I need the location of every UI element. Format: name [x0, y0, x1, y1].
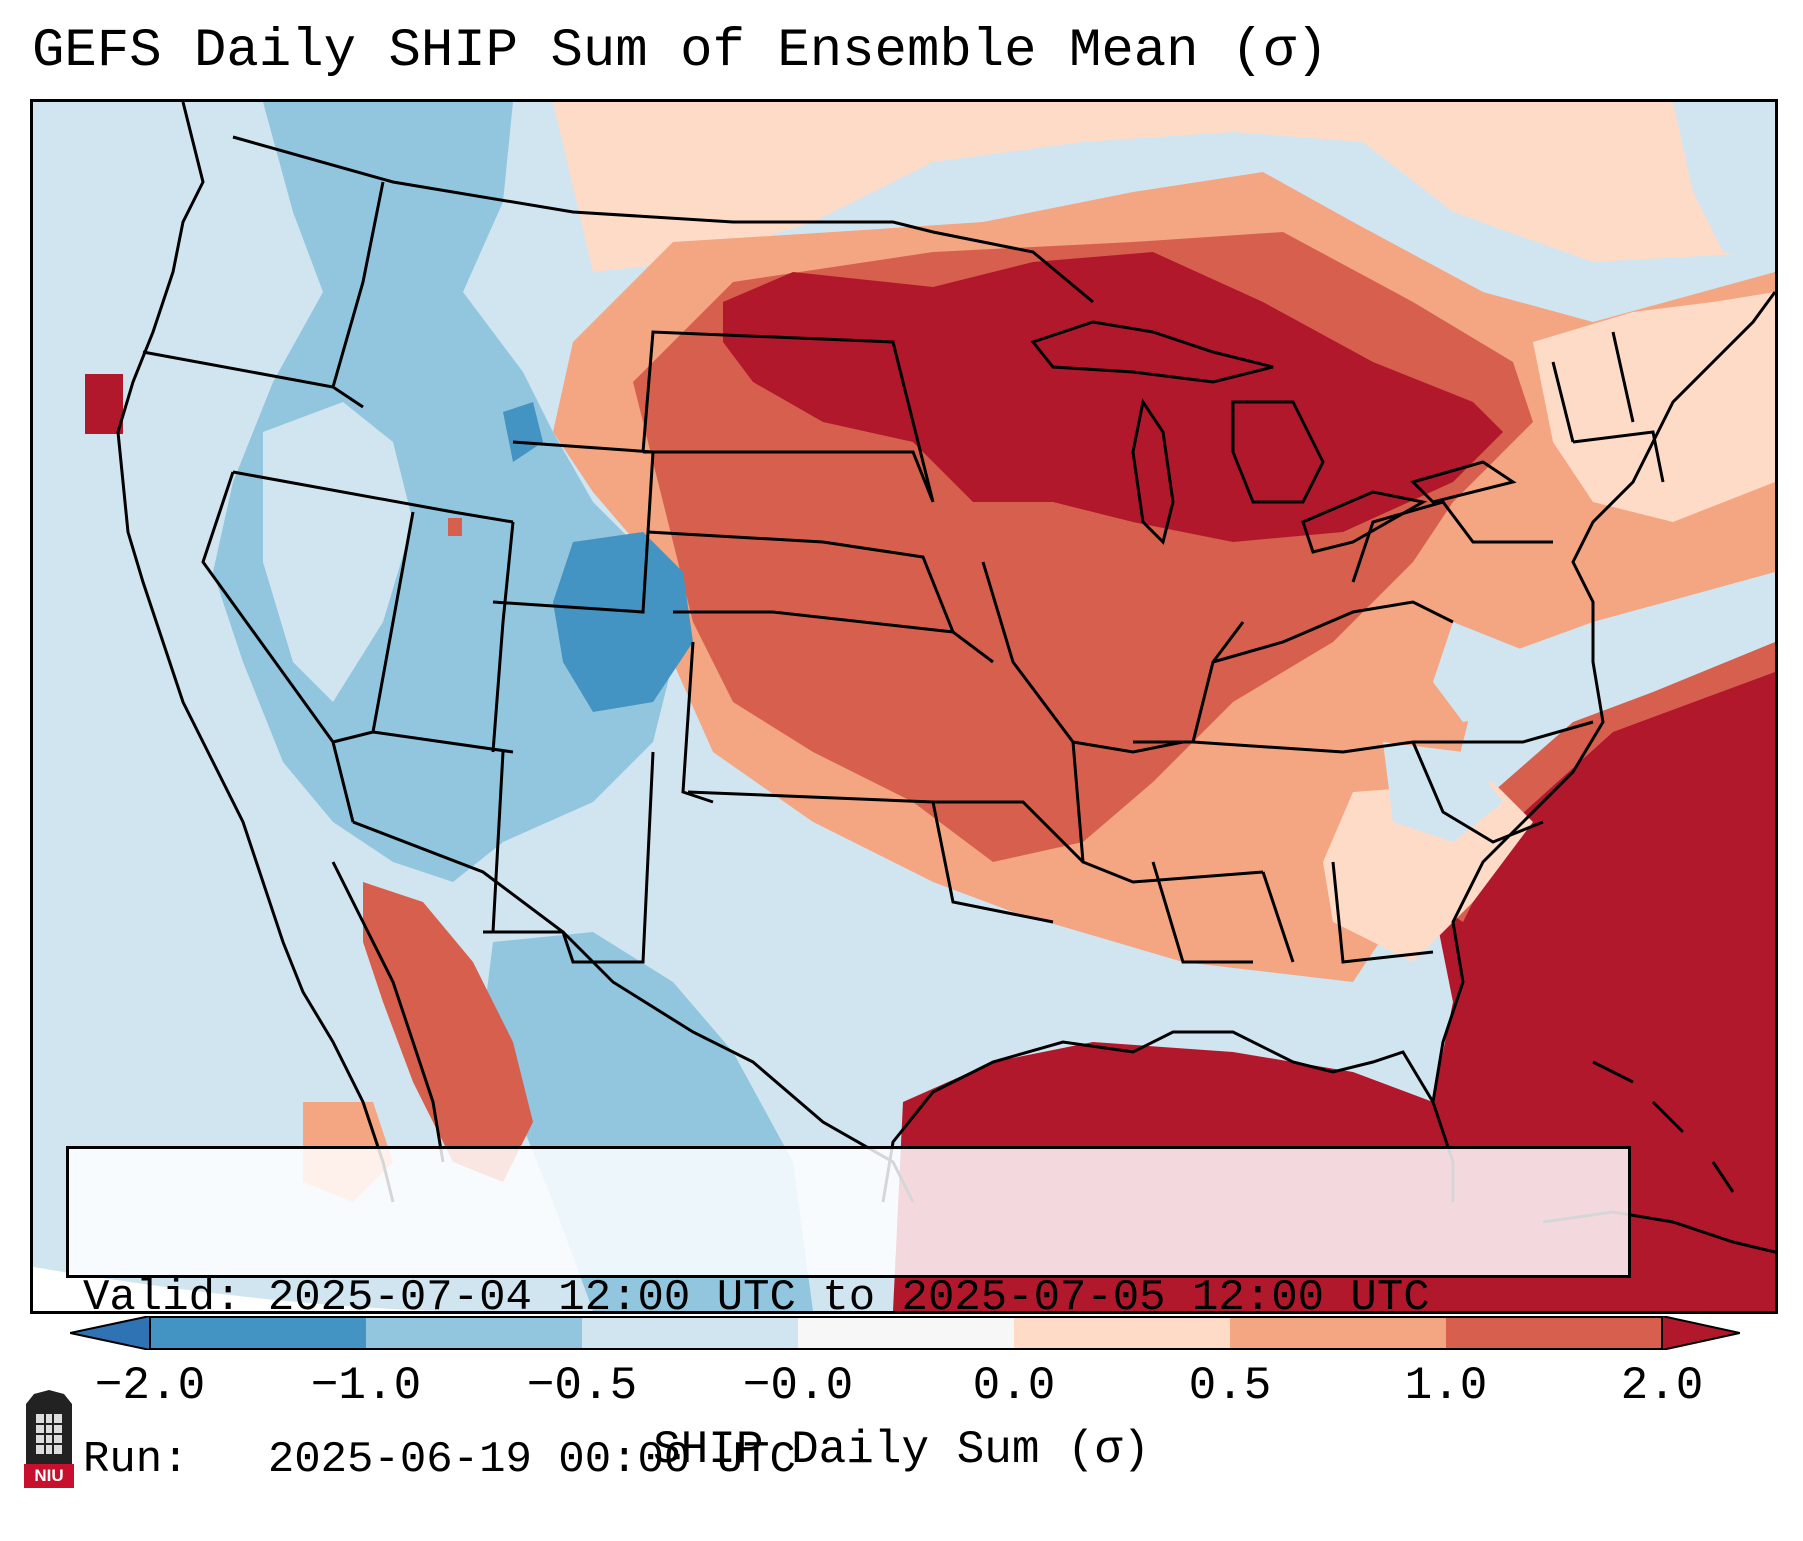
- field-strong-positive-sonora: [363, 882, 533, 1182]
- colorbar-seg-2: [366, 1316, 582, 1350]
- field-strong-negative-wy: [503, 402, 543, 462]
- bahamas-outline: [1592, 1060, 1735, 1193]
- west-coastline: [116, 102, 395, 1203]
- map-panel[interactable]: [30, 99, 1778, 1314]
- colorbar-tick: −0.5: [526, 1360, 638, 1412]
- run-label: Run:: [83, 1435, 189, 1485]
- domain-edge: [33, 1267, 533, 1311]
- colorbar-outline: [149, 1316, 1663, 1350]
- lake-erie: [1301, 490, 1428, 554]
- colorbar-tick: −0.0: [742, 1360, 854, 1412]
- colorbar-tick: 2.0: [1620, 1360, 1704, 1412]
- valid-value: 2025-07-04 12:00 UTC to 2025-07-05 12:00…: [267, 1273, 1430, 1323]
- valid-label: Valid:: [83, 1273, 242, 1323]
- field-weak-negative-virginia: [1433, 622, 1553, 722]
- field-extreme-positive-utah-dot: [448, 518, 462, 536]
- colorbar-seg-6: [1230, 1316, 1446, 1350]
- logo-text: NIU: [34, 1466, 64, 1485]
- colorbar-label: SHIP Daily Sum (σ): [653, 1424, 1150, 1476]
- baja-coastline: [331, 861, 445, 1163]
- field-weak-negative-maine: [1673, 102, 1775, 262]
- colorbar-seg-5: [1014, 1316, 1230, 1350]
- canada-border: [232, 135, 1094, 304]
- lake-michigan: [1131, 398, 1175, 545]
- east-coastline: [1431, 291, 1775, 1103]
- field-weak-negative-carolina: [1383, 742, 1503, 842]
- field-extreme-positive-oregon: [85, 374, 123, 434]
- colorbar-tick: 0.0: [972, 1360, 1056, 1412]
- colorbar-tick: 1.0: [1404, 1360, 1488, 1412]
- colorbar-seg-7: [1446, 1316, 1662, 1350]
- field-strong-negative-colorado: [553, 532, 693, 712]
- lake-ontario: [1410, 460, 1517, 504]
- state-borders: [142, 181, 1665, 964]
- field-weak-negative-great-basin: [263, 402, 413, 702]
- run-value: 2025-06-19 00:00 UTC: [267, 1435, 796, 1485]
- niu-logo: [24, 1390, 74, 1488]
- valid-row: Valid: 2025-07-04 12:00 UTC to 2025-07-0…: [83, 1271, 1628, 1325]
- field-extreme-positive-midwest: [723, 252, 1503, 542]
- colorbar-tick: −1.0: [310, 1360, 422, 1412]
- gulf-coastline: [881, 1030, 1455, 1203]
- valid-run-info-box: Valid: 2025-07-04 12:00 UTC to 2025-07-0…: [66, 1146, 1631, 1485]
- map-title: GEFS Daily SHIP Sum of Ensemble Mean (σ): [32, 21, 1329, 82]
- colorbar: [70, 1316, 1740, 1350]
- lake-superior: [1030, 320, 1274, 384]
- colorbar-seg-3: [582, 1316, 798, 1350]
- colorbar-tick: −2.0: [94, 1360, 206, 1412]
- ship-anomaly-map[interactable]: [33, 102, 1775, 1311]
- colorbar-tick: 0.5: [1188, 1360, 1272, 1412]
- colorbar-seg-1: [150, 1316, 366, 1350]
- colorbar-seg-4: [798, 1316, 1014, 1350]
- colorbar-extend-high: [1661, 1316, 1740, 1350]
- logo-banner: [24, 1464, 74, 1488]
- logo-grid-icon: [36, 1414, 62, 1454]
- run-row: Run: 2025-06-19 00:00 UTC: [83, 1433, 1628, 1487]
- field-weak-positive-southeast: [1323, 782, 1533, 962]
- field-weak-positive-north: [553, 102, 1775, 272]
- anomaly-field: [85, 102, 1775, 1311]
- field-weak-positive-northeast: [1533, 292, 1775, 522]
- lake-huron: [1231, 400, 1325, 504]
- colorbar-extend-low: [70, 1316, 151, 1350]
